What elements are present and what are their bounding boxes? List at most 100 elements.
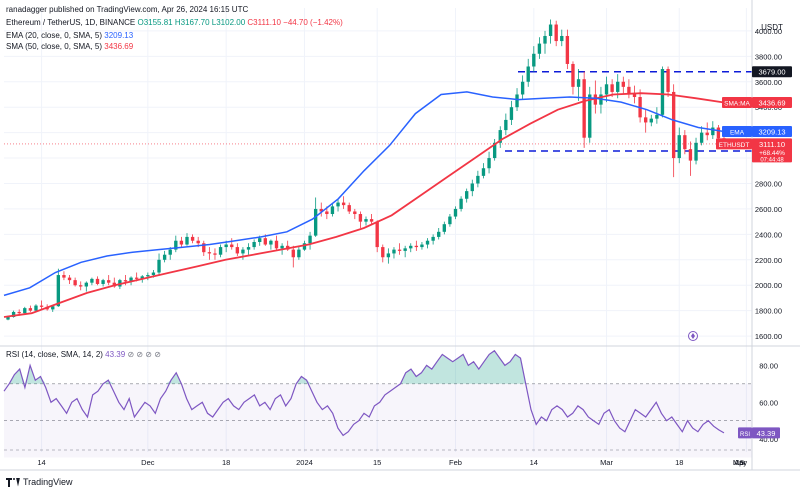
candle xyxy=(375,220,379,253)
axes: USDT 1600.00 1800.00 2000.00 2200.00 2400.00 2… xyxy=(0,0,800,471)
candle xyxy=(364,216,368,226)
candle xyxy=(397,243,402,255)
candle-body xyxy=(291,249,295,258)
rsi-tag-name-text: RSI xyxy=(740,432,750,438)
candle xyxy=(688,141,693,176)
candle xyxy=(341,196,346,209)
candle-body xyxy=(554,24,558,42)
candle-body xyxy=(302,243,307,250)
rsi-tick-label: 40.00 xyxy=(759,435,778,444)
candle-body xyxy=(420,244,424,248)
candle xyxy=(162,250,167,263)
candle xyxy=(297,247,301,260)
time-tick-label: Feb xyxy=(449,458,462,467)
candle xyxy=(252,239,256,250)
change-value: −44.70 (−1.42%) xyxy=(283,18,343,27)
candle-body xyxy=(73,280,77,286)
candle-body xyxy=(258,238,262,242)
price-tick-label: 2800.00 xyxy=(755,179,782,188)
candle xyxy=(347,202,351,215)
candle-body xyxy=(341,202,346,206)
sma-legend[interactable]: SMA (50, close, 0, SMA, 5) 3436.69 xyxy=(6,41,133,52)
candle-body xyxy=(123,280,128,282)
candle xyxy=(90,277,94,286)
candle xyxy=(84,281,88,292)
candle-body xyxy=(162,254,167,260)
event-icon-ring xyxy=(688,331,698,341)
symbol-legend: Ethereum / TetherUS, 1D, BINANCE O3155.8… xyxy=(6,17,343,28)
candle xyxy=(504,113,508,136)
price-axis-unit: USDT xyxy=(761,23,783,32)
candle xyxy=(649,114,653,127)
candle xyxy=(655,107,659,124)
rsi-visibility-icons[interactable]: ⊘ ⊘ ⊘ ⊘ xyxy=(127,350,161,359)
candle xyxy=(330,203,335,217)
rsi-tick-label: 80.00 xyxy=(759,361,778,370)
candle xyxy=(308,231,312,250)
time-tick-label: 14 xyxy=(37,458,45,467)
candle-body xyxy=(520,81,525,95)
candle-body xyxy=(179,240,184,245)
candle xyxy=(246,243,251,255)
candle-body xyxy=(593,94,598,105)
candle xyxy=(526,58,530,87)
price-tick-label: 2000.00 xyxy=(755,281,782,290)
sma-line xyxy=(3,92,725,318)
candle-body xyxy=(492,142,497,159)
sma-tag-name-text: SMA:MA xyxy=(724,101,750,108)
candle-body xyxy=(560,35,564,42)
ema-legend[interactable]: EMA (20, close, 0, SMA, 5) 3209.13 xyxy=(6,30,133,41)
sma-tag-name xyxy=(722,97,752,109)
last-tag-name xyxy=(716,138,752,150)
time-tick-label: 15 xyxy=(736,458,744,467)
candle xyxy=(386,248,391,264)
symbol-name[interactable]: Ethereum / TetherUS, 1D, BINANCE xyxy=(6,18,136,27)
candle xyxy=(101,278,105,287)
candle xyxy=(107,275,111,286)
candle xyxy=(218,244,223,258)
candle-body xyxy=(17,311,21,314)
candle xyxy=(73,277,77,287)
candle-body xyxy=(442,224,446,232)
candle-body xyxy=(101,280,105,284)
candle-body xyxy=(414,245,419,248)
rsi-tag-value xyxy=(752,427,780,439)
price-tick-label: 4000.00 xyxy=(755,27,782,36)
close-value: C3111.10 xyxy=(247,18,281,27)
price-tick-label: 3800.00 xyxy=(755,52,782,61)
candle xyxy=(157,253,161,276)
candle xyxy=(174,235,178,253)
candle-body xyxy=(649,118,653,123)
candle xyxy=(705,122,709,141)
candle-body xyxy=(218,247,223,255)
candle-body xyxy=(369,219,374,222)
candle xyxy=(621,76,625,95)
candle-body xyxy=(660,69,665,115)
candle xyxy=(179,236,184,248)
candle xyxy=(168,247,172,260)
last-tag-change: +68.44% xyxy=(759,150,785,157)
candle xyxy=(358,211,363,229)
candle xyxy=(425,238,430,249)
rsi-legend[interactable]: RSI (14, close, SMA, 14, 2) 43.39 ⊘ ⊘ ⊘ … xyxy=(6,349,161,360)
candle-body xyxy=(230,244,234,248)
price-tick-label: 1600.00 xyxy=(755,332,782,341)
candle xyxy=(498,126,502,148)
candle xyxy=(207,247,212,260)
candle-body xyxy=(319,208,323,212)
candle-body xyxy=(62,275,66,278)
candle-body xyxy=(252,241,256,248)
candle xyxy=(34,304,38,312)
candle-body xyxy=(224,244,228,248)
ema-line xyxy=(3,91,725,297)
candle-body xyxy=(526,66,530,82)
candle-body xyxy=(548,24,553,36)
time-tick-label: Apr xyxy=(734,458,746,467)
candle-body xyxy=(6,317,10,320)
candle xyxy=(532,46,536,72)
candle xyxy=(241,247,245,260)
candle-body xyxy=(397,249,402,251)
candle xyxy=(414,240,419,251)
candle-body xyxy=(34,305,38,311)
